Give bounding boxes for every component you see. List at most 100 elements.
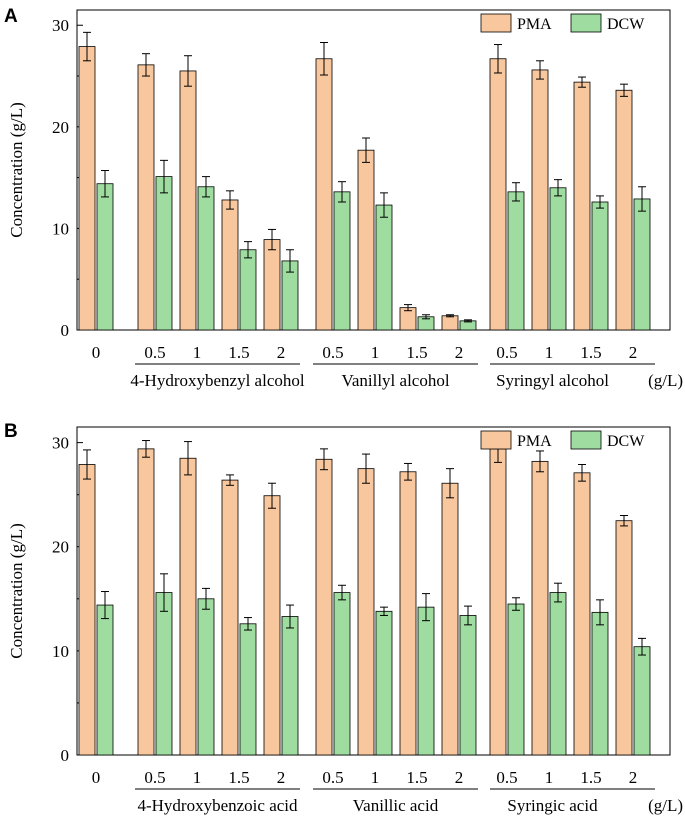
x-tick-label: 0.5 [496,768,517,787]
bar-pma [263,495,281,756]
bar-dcw [507,191,525,331]
unit-label: (g/L) [648,371,683,390]
bar-dcw [96,604,114,756]
chart-panel-A: A 0 10 20 30 Concentration (g/L) 0 0.5 1 1.5 2 4-Hy… [4,6,683,390]
bar-dcw [197,186,215,331]
x-tick-label: 2 [629,343,638,362]
x-tick-label: 2 [277,343,286,362]
x-tick-label: 1 [545,343,554,362]
y-tick-label: 10 [52,642,69,661]
bar-dcw [281,616,299,756]
chart-panel-B: B 0 10 20 30 Concentration (g/L) 0 0.5 1 1.5 2 4-Hy… [4,421,683,815]
legend: PMA DCW [480,13,645,33]
legend-swatch-dcw [570,13,602,33]
x-tick-label: 0.5 [322,343,343,362]
bar-dcw [591,611,609,756]
x-tick-label: 1 [193,768,202,787]
bar-dcw [507,603,525,756]
bar-pma [531,69,549,331]
bar-dcw [459,615,477,756]
x-tick-label: 0.5 [144,343,165,362]
legend-label-pma: PMA [517,16,552,33]
group-label: Vanillic acid [353,796,439,815]
y-tick-label: 0 [61,746,70,765]
bar-pma [357,468,375,756]
group-label: Syringyl alcohol [496,371,609,390]
y-tick-label: 0 [61,321,70,340]
bar-pma [137,64,155,331]
legend-swatch-pma [480,430,512,450]
bar-pma [221,479,239,756]
bar-dcw [375,610,393,756]
group-label: 4-Hydroxybenzyl alcohol [130,371,304,390]
x-tick-label: 1.5 [406,768,427,787]
bar-dcw [633,646,651,756]
x-tick-label: 2 [455,343,464,362]
x-tick-label: 0 [92,343,101,362]
group-label: Vanillyl alcohol [341,371,449,390]
x-tick-label: 1 [545,768,554,787]
bar-pma [263,239,281,331]
bar-dcw [417,606,435,756]
x-tick-label: 0 [92,768,101,787]
bar-pma [221,199,239,331]
x-tick-label: 1.5 [228,343,249,362]
bar-dcw [155,592,173,756]
y-tick-label: 10 [52,219,69,238]
unit-label: (g/L) [648,796,683,815]
bar-dcw [96,183,114,331]
x-tick-label: 2 [455,768,464,787]
x-tick-label: 2 [629,768,638,787]
panel-label: A [4,6,18,27]
legend-label-pma: PMA [517,433,552,450]
x-tick-label: 0.5 [322,768,343,787]
y-tick-label: 30 [52,434,69,453]
panel-label: B [4,421,18,442]
legend-label-dcw: DCW [607,16,645,33]
legend-swatch-pma [480,13,512,33]
x-tick-label: 2 [277,768,286,787]
bar-pma [441,482,459,756]
bar-pma [615,89,633,331]
bar-pma [441,315,459,331]
bar-pma [573,81,591,331]
x-tick-label: 1 [193,343,202,362]
bar-dcw [633,198,651,331]
bar-dcw [333,191,351,331]
bar-dcw [591,201,609,331]
bar-dcw [155,176,173,331]
x-tick-label: 1.5 [228,768,249,787]
bar-pma [315,458,333,756]
bar-dcw [549,592,567,756]
bar-pma [78,464,96,756]
bar-pma [137,448,155,756]
x-tick-label: 1.5 [406,343,427,362]
bar-pma [489,58,507,331]
bar-pma [573,472,591,756]
bar-pma [357,149,375,331]
legend-label-dcw: DCW [607,433,645,450]
bar-pma [179,457,197,756]
bar-dcw [239,249,257,331]
bar-pma [399,471,417,756]
x-tick-label: 1.5 [580,768,601,787]
bar-dcw [197,598,215,756]
y-axis-label: Concentration (g/L) [7,523,26,659]
y-tick-label: 20 [52,538,69,557]
x-tick-label: 1 [371,768,380,787]
x-tick-label: 0.5 [144,768,165,787]
legend-swatch-dcw [570,430,602,450]
bar-dcw [375,204,393,331]
bar-dcw [549,187,567,331]
legend: PMA DCW [480,430,645,450]
bar-dcw [333,592,351,756]
y-tick-label: 20 [52,118,69,137]
y-tick-label: 30 [52,16,69,35]
bar-pma [531,460,549,756]
bar-pma [615,520,633,756]
bar-pma [489,448,507,756]
x-tick-label: 0.5 [496,343,517,362]
group-label: Syringic acid [507,796,598,815]
y-axis-label: Concentration (g/L) [7,102,26,238]
